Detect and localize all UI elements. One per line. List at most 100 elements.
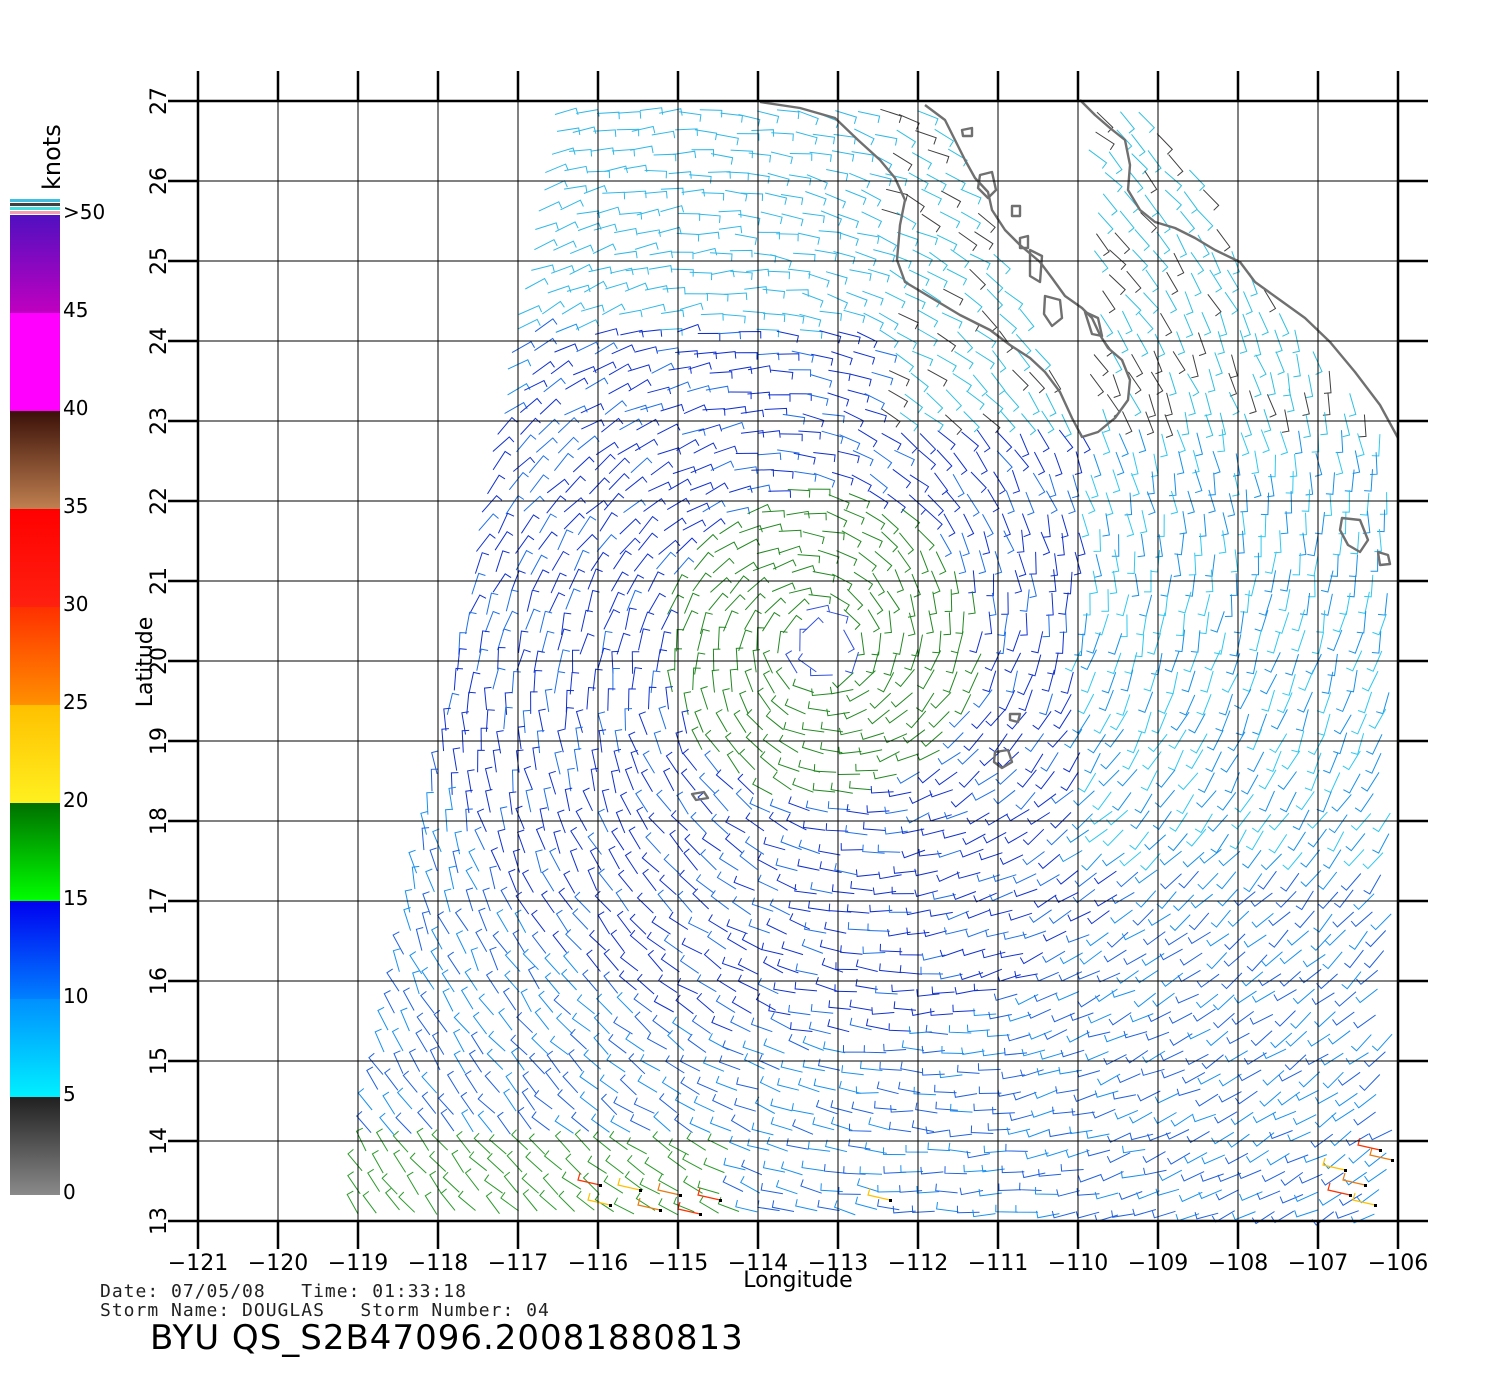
wind-barb xyxy=(569,263,593,275)
wind-barb xyxy=(864,392,885,410)
wind-barb xyxy=(1173,553,1182,577)
wind-barb xyxy=(466,691,476,715)
wind-barb xyxy=(1019,433,1030,458)
wind-barb xyxy=(506,1150,523,1173)
wind-barb xyxy=(1157,692,1174,714)
wind-barb xyxy=(846,804,869,815)
wind-barb xyxy=(739,524,763,534)
wind-barb xyxy=(777,630,788,654)
wind-barb xyxy=(894,668,915,688)
wind-barb xyxy=(576,341,600,353)
wind-barb xyxy=(1252,1132,1275,1147)
wind-barb xyxy=(1266,631,1281,654)
wind-barb xyxy=(809,151,832,162)
wind-barb xyxy=(1117,330,1129,354)
wind-barb xyxy=(591,748,599,772)
wind-barb xyxy=(1314,512,1325,535)
wind-barb xyxy=(1361,772,1380,792)
wind-barb xyxy=(1111,1210,1135,1218)
wind-barb xyxy=(641,303,666,312)
wind-barb xyxy=(590,767,599,792)
wind-barb xyxy=(496,909,509,933)
wind-barb xyxy=(918,529,935,551)
wind-barb xyxy=(1048,1129,1072,1138)
wind-barb xyxy=(705,385,730,394)
wind-barb xyxy=(678,869,697,891)
wind-barb xyxy=(631,667,643,690)
wind-barb xyxy=(770,151,794,165)
wind-barb xyxy=(1153,1112,1177,1125)
wind-barb xyxy=(1240,432,1250,456)
wind-barb xyxy=(1371,631,1382,654)
wind-barb xyxy=(1230,354,1239,379)
wind-barb xyxy=(762,956,784,974)
wind-barb xyxy=(643,498,666,512)
wind-barb xyxy=(1194,533,1203,557)
wind-barb xyxy=(478,513,499,531)
wind-barb xyxy=(826,169,849,181)
wind-barb xyxy=(879,943,903,953)
wind-barb xyxy=(757,231,780,240)
wind-barb xyxy=(1093,870,1117,885)
wind-barb xyxy=(675,128,698,136)
wind-barb xyxy=(1323,1154,1346,1170)
wind-barb xyxy=(746,709,764,731)
wind-barb xyxy=(757,687,771,711)
wind-barb xyxy=(744,668,754,693)
wind-barb xyxy=(445,808,453,832)
wind-barb xyxy=(1187,490,1195,515)
colorbar-label: 25 xyxy=(63,690,88,714)
wind-barb xyxy=(569,848,579,872)
wind-barb xyxy=(409,1152,427,1174)
wind-barb xyxy=(1258,594,1273,616)
wind-barb xyxy=(1291,609,1306,632)
wind-barb xyxy=(679,1054,701,1072)
wind-barb xyxy=(828,369,851,381)
wind-barb xyxy=(1242,849,1262,869)
colorbar-label: 5 xyxy=(63,1082,76,1106)
lat-tick-label: 15 xyxy=(147,1047,172,1075)
wind-barb xyxy=(611,827,625,851)
wind-barb xyxy=(1174,629,1186,653)
colorbar-band xyxy=(10,1097,60,1195)
wind-barb xyxy=(1094,554,1103,578)
wind-barb xyxy=(532,746,540,770)
wind-barb xyxy=(1169,812,1188,832)
wind-barb xyxy=(522,948,539,971)
wind-barb xyxy=(492,749,501,773)
wind-barb xyxy=(880,108,903,123)
wind-barb xyxy=(1372,833,1390,854)
wind-barb xyxy=(801,938,824,954)
wind-barb xyxy=(689,174,712,184)
wind-barb xyxy=(1264,652,1281,673)
wind-barb xyxy=(924,412,944,432)
wind-barb xyxy=(1094,250,1109,273)
wind-barb xyxy=(929,251,948,272)
wind-barb xyxy=(1130,810,1150,830)
wind-barb xyxy=(1206,729,1224,751)
wind-barb xyxy=(663,767,675,792)
wind-barb xyxy=(484,1071,500,1093)
wind-barb xyxy=(1285,471,1294,494)
wind-barb xyxy=(679,302,704,311)
wind-barb xyxy=(568,1049,583,1072)
wind-barb xyxy=(543,377,566,393)
wind-barb xyxy=(887,929,911,937)
wind-barb xyxy=(650,461,674,476)
wind-barb xyxy=(726,932,747,951)
wind-barb xyxy=(1083,592,1091,616)
wind-barb xyxy=(636,418,660,431)
wind-barb xyxy=(457,1190,476,1211)
wind-barb xyxy=(628,1053,646,1075)
wind-barb xyxy=(871,632,882,656)
wind-barb xyxy=(697,1187,721,1201)
wind-barb xyxy=(874,1100,897,1111)
wind-barb xyxy=(634,242,659,250)
wind-barb xyxy=(569,148,593,157)
wind-barb xyxy=(1305,653,1322,675)
wind-barb xyxy=(1204,392,1212,417)
wind-barb xyxy=(1266,1152,1290,1166)
wind-barb xyxy=(1254,474,1262,499)
wind-barb xyxy=(617,442,641,456)
wind-barb xyxy=(656,347,680,355)
